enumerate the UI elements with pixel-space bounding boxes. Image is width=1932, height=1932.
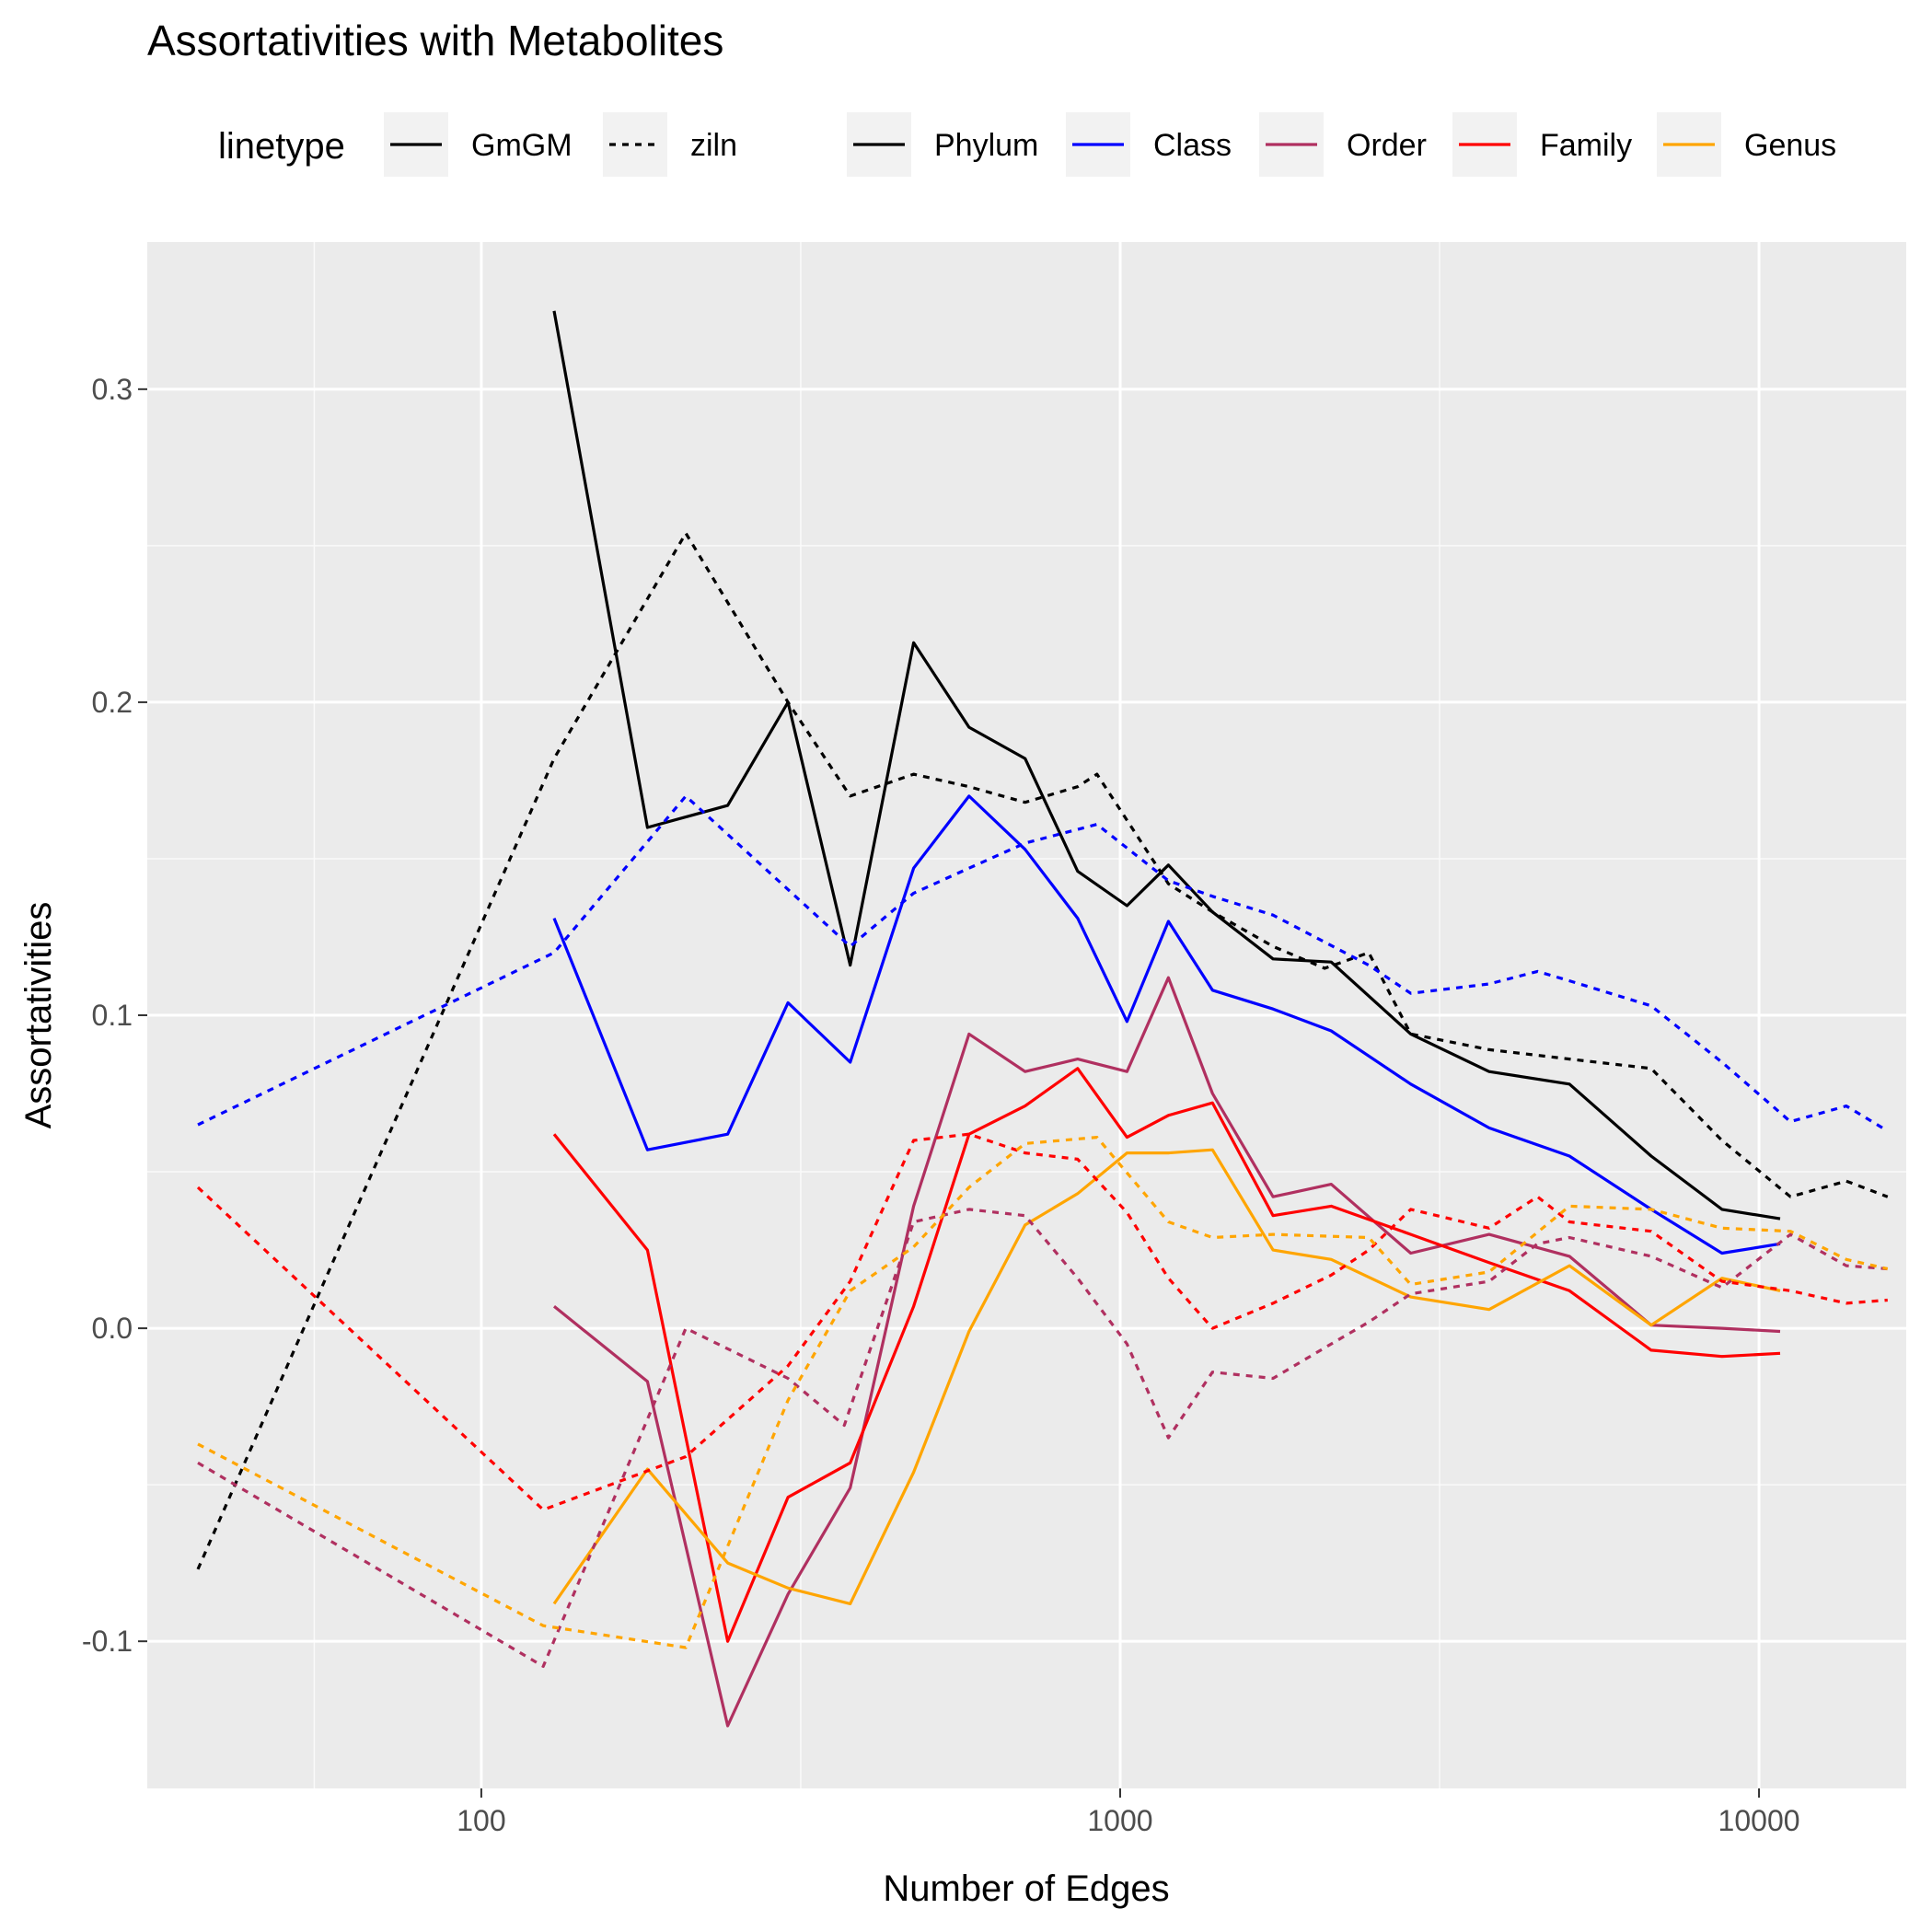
y-tick-label-4: 0.3 (92, 373, 133, 406)
series-line-order-ziln (197, 1208, 1888, 1669)
series-line-order-gmgm (552, 976, 1781, 1728)
x-tick-label-1: 1000 (1087, 1804, 1152, 1837)
legend: linetype GmGM ziln Phylum Class Order Family G… (218, 112, 1836, 177)
series-line-phylum-ziln (196, 531, 1889, 1570)
legend-color-label-0: Phylum (934, 128, 1038, 163)
series-line-genus-ziln (197, 1135, 1889, 1649)
y-tick-label-2: 0.1 (92, 999, 133, 1032)
series-line-phylum-gmgm (552, 310, 1781, 1221)
legend-color-label-3: Family (1540, 128, 1632, 163)
x-axis-title: Number of Edges (883, 1868, 1169, 1909)
y-tick-label-0: -0.1 (82, 1625, 133, 1658)
legend-title-linetype: linetype (218, 126, 345, 167)
legend-color-label-1: Class (1153, 128, 1232, 163)
legend-linetype-label-0: GmGM (471, 128, 573, 163)
series-line-class-gmgm (552, 794, 1781, 1255)
legend-color-label-4: Genus (1744, 128, 1836, 163)
axes: 100 1000 10000 -0.1 0.0 0.1 0.2 0.3 (82, 373, 1800, 1837)
x-tick-label-2: 10000 (1718, 1804, 1800, 1837)
series-line-class-ziln (197, 794, 1889, 1133)
y-tick-label-3: 0.2 (92, 686, 133, 719)
major-gridlines (147, 242, 1906, 1788)
legend-linetype-label-1: ziln (690, 128, 737, 163)
y-tick-label-1: 0.0 (92, 1312, 133, 1345)
series-line-genus-gmgm (552, 1148, 1781, 1606)
chart-title: Assortativities with Metabolites (147, 17, 723, 64)
series-line-family-gmgm (552, 1067, 1781, 1643)
x-tick-label-0: 100 (457, 1804, 505, 1837)
legend-color-label-2: Order (1347, 128, 1427, 163)
y-axis-title: Assortativities (18, 902, 59, 1129)
series-lines (196, 310, 1889, 1728)
